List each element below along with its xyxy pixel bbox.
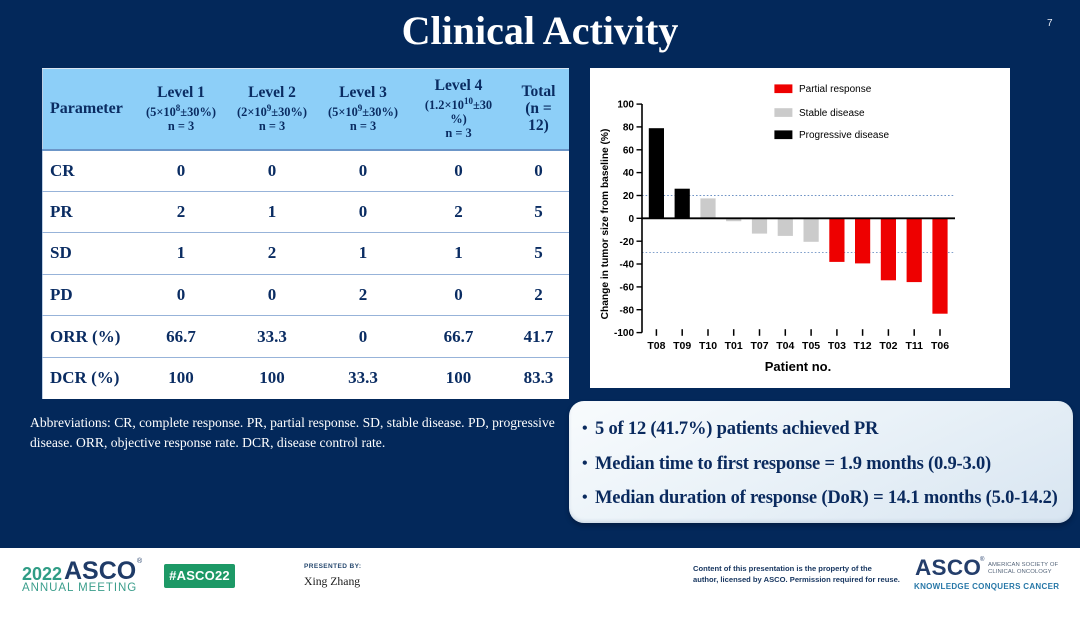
svg-text:20: 20	[623, 191, 635, 202]
svg-text:T03: T03	[828, 340, 846, 352]
svg-text:T04: T04	[776, 340, 794, 352]
svg-text:80: 80	[623, 123, 635, 134]
svg-text:100: 100	[617, 100, 634, 111]
svg-text:Partial response: Partial response	[799, 84, 872, 95]
svg-text:T02: T02	[879, 340, 897, 352]
svg-text:-20: -20	[620, 237, 635, 248]
svg-text:Change in tumor size from base: Change in tumor size from baseline (%)	[600, 129, 611, 320]
svg-text:0: 0	[628, 214, 634, 225]
svg-text:40: 40	[623, 168, 635, 179]
svg-text:T10: T10	[699, 340, 717, 352]
svg-text:T07: T07	[750, 340, 768, 352]
svg-text:Patient no.: Patient no.	[765, 359, 831, 374]
svg-text:-40: -40	[620, 260, 635, 271]
svg-text:T12: T12	[854, 340, 872, 352]
svg-text:T06: T06	[931, 340, 949, 352]
svg-text:-60: -60	[620, 283, 635, 294]
svg-text:-80: -80	[620, 305, 635, 316]
svg-text:T05: T05	[802, 340, 820, 352]
svg-text:-100: -100	[614, 328, 634, 339]
svg-text:Stable disease: Stable disease	[799, 108, 865, 119]
svg-text:T11: T11	[905, 340, 923, 352]
svg-text:T09: T09	[673, 340, 691, 352]
svg-text:Progressive disease: Progressive disease	[799, 130, 889, 141]
svg-text:T08: T08	[647, 340, 665, 352]
svg-text:T01: T01	[725, 340, 743, 352]
svg-text:60: 60	[623, 145, 635, 156]
